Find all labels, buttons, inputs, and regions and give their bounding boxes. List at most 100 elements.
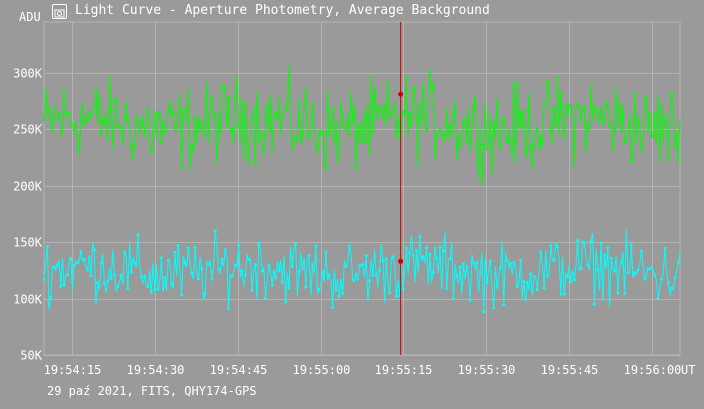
x-tick-label: 19:55:30 bbox=[458, 363, 516, 377]
series-1-point bbox=[401, 110, 405, 114]
series-2-point bbox=[639, 249, 643, 253]
series-1-point bbox=[629, 159, 633, 163]
series-layer bbox=[42, 66, 681, 314]
series-1-point bbox=[86, 118, 90, 122]
series-2-point bbox=[653, 273, 657, 277]
series-1-point bbox=[596, 112, 600, 116]
series-1-point bbox=[253, 162, 257, 166]
series-1-point bbox=[559, 91, 563, 95]
y-tick-label: 150K bbox=[13, 236, 43, 250]
series-1-point bbox=[378, 105, 382, 109]
grid-layer bbox=[43, 21, 681, 356]
series-1-point bbox=[314, 142, 318, 146]
series-1-point bbox=[498, 146, 502, 150]
series-1-point bbox=[388, 112, 392, 116]
series-1-point bbox=[509, 138, 512, 142]
series-1-point bbox=[146, 108, 150, 112]
cursor-layer bbox=[398, 22, 404, 355]
series-2-point bbox=[428, 252, 432, 256]
y-tick-label: 50K bbox=[20, 349, 42, 363]
series-2-point bbox=[186, 246, 190, 250]
series-2-point bbox=[267, 263, 271, 267]
series-1-point bbox=[482, 143, 486, 147]
series-2-point bbox=[166, 258, 170, 262]
series-2-point bbox=[227, 307, 231, 310]
series-2-point bbox=[552, 258, 556, 262]
series-2-point bbox=[361, 263, 365, 267]
series-2-point bbox=[220, 257, 224, 261]
series-2-point bbox=[488, 259, 492, 263]
series-1-point bbox=[59, 132, 63, 136]
series-2-point bbox=[619, 261, 623, 265]
series-1-point bbox=[525, 148, 529, 152]
series-2-point bbox=[290, 265, 294, 269]
series-1-point bbox=[576, 103, 580, 107]
series-2-point bbox=[240, 268, 244, 272]
series-1-point bbox=[438, 128, 442, 132]
series-2-point bbox=[512, 261, 516, 264]
series-2-point bbox=[160, 256, 163, 260]
series-1-point bbox=[129, 144, 133, 148]
cursor-marker bbox=[398, 91, 404, 97]
series-2-point bbox=[260, 269, 264, 273]
series-1-point bbox=[217, 113, 220, 117]
series-1-point bbox=[230, 127, 234, 131]
series-2-point bbox=[149, 291, 153, 294]
series-2-point bbox=[515, 285, 519, 289]
series-1-point bbox=[52, 106, 56, 110]
series-2-point bbox=[388, 291, 392, 295]
series-2-point bbox=[572, 278, 576, 282]
series-2-point bbox=[89, 274, 93, 278]
series-2-point bbox=[646, 267, 650, 271]
series-2-point bbox=[72, 263, 76, 267]
series-2-point bbox=[170, 282, 173, 286]
series-1-point bbox=[344, 128, 348, 132]
cursor-marker bbox=[398, 258, 404, 264]
series-1-point bbox=[287, 66, 291, 70]
series-1-point bbox=[394, 135, 398, 138]
series-2-point bbox=[264, 296, 267, 300]
series-2-point bbox=[213, 229, 217, 233]
series-2-point bbox=[525, 281, 529, 284]
series-1-point bbox=[136, 119, 140, 123]
series-1-point bbox=[267, 128, 271, 132]
series-1-point bbox=[475, 142, 479, 146]
series-1-point bbox=[502, 116, 506, 120]
series-1-point bbox=[260, 131, 264, 135]
series-2-point bbox=[351, 278, 355, 282]
series-1-point bbox=[79, 118, 83, 122]
x-tick-label: 19:56:00 bbox=[624, 363, 682, 377]
series-1-point bbox=[334, 121, 338, 124]
series-2-point bbox=[509, 261, 512, 265]
series-2-point bbox=[156, 287, 160, 291]
series-2-point bbox=[321, 270, 325, 274]
series-2-point bbox=[502, 303, 506, 307]
series-1-point bbox=[371, 131, 375, 134]
series-1-point bbox=[478, 129, 482, 133]
series-1-point bbox=[599, 107, 603, 111]
series-1-point bbox=[180, 166, 184, 170]
x-tick-label: 19:55:15 bbox=[375, 363, 433, 377]
series-1-point bbox=[633, 91, 637, 95]
y-tick-label: 200K bbox=[13, 180, 43, 194]
series-1-point bbox=[49, 117, 53, 121]
series-1-point bbox=[126, 118, 130, 122]
series-1-point bbox=[381, 115, 385, 119]
series-1-point bbox=[290, 146, 294, 150]
series-2-point bbox=[482, 310, 486, 314]
camera-icon bbox=[52, 4, 67, 19]
series-2-point bbox=[609, 256, 613, 260]
series-2-point bbox=[549, 244, 553, 248]
series-1-point bbox=[603, 119, 606, 123]
series-1-point bbox=[243, 103, 247, 107]
series-1-point bbox=[69, 122, 73, 126]
series-1-point bbox=[485, 147, 489, 151]
series-1-point bbox=[431, 82, 435, 86]
series-2-point bbox=[545, 274, 549, 278]
series-1-point bbox=[99, 132, 103, 136]
series-2-point bbox=[384, 257, 388, 261]
series-2-point bbox=[465, 264, 469, 268]
series-2-point bbox=[253, 263, 257, 267]
series-1-point bbox=[492, 121, 496, 124]
